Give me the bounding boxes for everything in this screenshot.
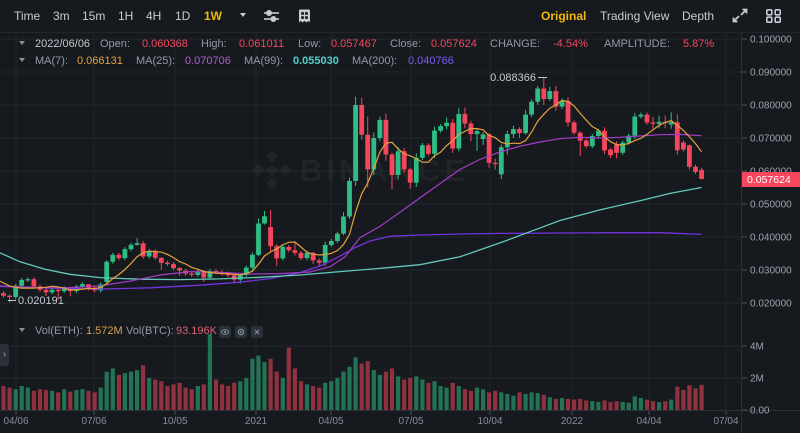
svg-text:0.020191: 0.020191	[18, 295, 64, 307]
svg-text:BINANCE: BINANCE	[300, 153, 469, 188]
svg-text:0.040000: 0.040000	[750, 233, 792, 244]
svg-text:0.100000: 0.100000	[750, 35, 792, 46]
svg-text:0.00: 0.00	[750, 406, 770, 417]
svg-text:10/04: 10/04	[477, 416, 502, 427]
svg-text:2M: 2M	[750, 374, 764, 385]
svg-text:0.030000: 0.030000	[750, 266, 792, 277]
svg-text:07/06: 07/06	[81, 416, 106, 427]
svg-text:04/04: 04/04	[636, 416, 661, 427]
svg-text:04/05: 04/05	[318, 416, 343, 427]
svg-text:0.088366: 0.088366	[490, 72, 536, 84]
svg-text:0.050000: 0.050000	[750, 200, 792, 211]
svg-text:4M: 4M	[750, 342, 764, 353]
svg-text:0.020000: 0.020000	[750, 299, 792, 310]
svg-text:0.057624: 0.057624	[747, 174, 791, 186]
svg-text:0.090000: 0.090000	[750, 68, 792, 79]
svg-text:07/04: 07/04	[713, 416, 738, 427]
svg-text:2022: 2022	[561, 416, 584, 427]
svg-text:2021: 2021	[245, 416, 268, 427]
svg-text:04/06: 04/06	[3, 416, 28, 427]
svg-text:10/05: 10/05	[162, 416, 187, 427]
svg-text:0.080000: 0.080000	[750, 101, 792, 112]
svg-text:0.070000: 0.070000	[750, 134, 792, 145]
svg-text:07/05: 07/05	[398, 416, 423, 427]
